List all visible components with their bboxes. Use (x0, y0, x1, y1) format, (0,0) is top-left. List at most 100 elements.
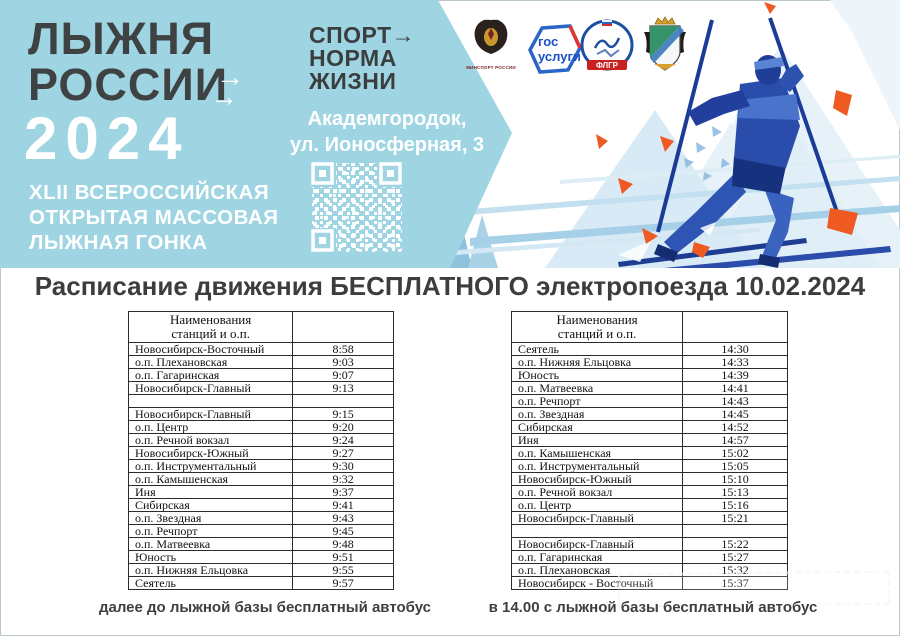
station-cell: Новосибирск-Южный (127, 446, 294, 460)
time-cell: 9:51 (292, 550, 394, 564)
minsport-caption: МИНСПОРТ РОССИИ (466, 65, 516, 70)
time-cell: 15:16 (682, 498, 788, 512)
table-row: о.п. Центр 9:20 (127, 420, 394, 434)
station-cell: о.п. Матвеевка (510, 381, 684, 395)
time-cell: 14:43 (682, 394, 788, 408)
arrow-icon: → (216, 61, 244, 92)
station-cell: о.п. Звездная (510, 407, 684, 421)
station-cell: Новосибирск-Главный (510, 511, 684, 525)
time-cell: 9:24 (292, 433, 394, 447)
minsport-logo: МИНСПОРТ РОССИИ (463, 16, 519, 70)
event-title-line1: ЛЫЖНЯ (28, 13, 215, 64)
station-cell: о.п. Речной вокзал (127, 433, 294, 447)
station-cell: о.п. Речной вокзал (510, 485, 684, 499)
station-cell: о.п. Инструментальный (127, 459, 294, 473)
station-cell: о.п. Речпорт (510, 394, 684, 408)
station-cell: Иня (127, 485, 294, 499)
station-cell: Юность (510, 368, 684, 382)
address-line: ул. Ионосферная, 3 (289, 134, 485, 156)
table-row: о.п. Центр 15:16 (510, 498, 788, 512)
time-cell: 9:20 (292, 420, 394, 434)
address-line: Академгородок, (307, 108, 467, 130)
station-cell: Новосибирск-Главный (127, 381, 294, 395)
table-row: о.п. Гагаринская 9:07 (127, 368, 394, 382)
table-row: Сеятель 14:30 (510, 342, 788, 356)
time-cell: 9:32 (292, 472, 394, 486)
gosuslugi-text: гос (538, 34, 558, 49)
table-row: Новосибирск-Главный 15:22 (510, 537, 788, 551)
station-cell: о.п. Гагаринская (127, 368, 294, 382)
time-cell: 9:13 (292, 381, 394, 395)
event-title-line2: РОССИИ (28, 59, 229, 110)
station-cell: Сибирская (127, 498, 294, 512)
table-row: Иня 9:37 (127, 485, 394, 499)
subtitle-line: ЛЫЖНАЯ ГОНКА (29, 231, 208, 254)
table-row (127, 394, 394, 408)
time-cell: 8:58 (292, 342, 394, 356)
table-row: о.п. Звездная 9:43 (127, 511, 394, 525)
table-header: Наименования станций и о.п. (127, 311, 394, 343)
station-cell: о.п. Речпорт (127, 524, 294, 538)
sport-norm-line: НОРМА (309, 45, 397, 71)
table-row: о.п. Инструментальный 15:05 (510, 459, 788, 473)
station-cell: о.п. Инструментальный (510, 459, 684, 473)
gosuslugi-logo: гос услуги (524, 24, 586, 79)
subtitle-line: ОТКРЫТАЯ МАССОВАЯ (29, 206, 279, 229)
time-cell: 9:15 (292, 407, 394, 421)
table-row: Юность 9:51 (127, 550, 394, 564)
header-line: Наименования (170, 312, 252, 327)
table-row: Сибирская 14:52 (510, 420, 788, 434)
table-body: Новосибирск-Восточный 8:58 о.п. Плехановск… (127, 342, 394, 590)
table-row: о.п. Матвеевка 9:48 (127, 537, 394, 551)
time-cell (292, 394, 394, 408)
time-cell: 15:27 (682, 550, 788, 564)
table-row: о.п. Гагаринская 15:27 (510, 550, 788, 564)
time-cell: 9:03 (292, 355, 394, 369)
time-cell: 9:55 (292, 563, 394, 577)
event-year: 2024 (24, 105, 190, 172)
station-cell: Новосибирск-Южный (510, 472, 684, 486)
time-cell: 14:33 (682, 355, 788, 369)
station-cell: о.п. Камышенская (127, 472, 294, 486)
time-cell: 9:57 (292, 576, 394, 590)
station-cell (510, 524, 684, 538)
sport-norma-zhizni-logo: СПОРТ→ НОРМА ЖИЗНИ (309, 24, 415, 93)
sport-norm-line: ЖИЗНИ (309, 68, 397, 94)
time-cell: 15:10 (682, 472, 788, 486)
flgr-logo: ФЛГР (578, 16, 636, 81)
table-row: Новосибирск-Восточный 8:58 (127, 342, 394, 356)
table-row: Новосибирск-Главный 9:13 (127, 381, 394, 395)
station-cell: Новосибирск-Главный (127, 407, 294, 421)
table-body: Сеятель 14:30 о.п. Нижняя Ельцовка 14:33 Юно… (510, 342, 788, 590)
station-cell: Сеятель (510, 342, 684, 356)
time-cell: 15:22 (682, 537, 788, 551)
time-cell: 14:39 (682, 368, 788, 382)
table-row: о.п. Речной вокзал 9:24 (127, 433, 394, 447)
station-cell: Иня (510, 433, 684, 447)
station-cell: Новосибирск-Восточный (127, 342, 294, 356)
arrow-icon: → (210, 81, 238, 112)
flgr-label: ФЛГР (596, 61, 619, 70)
time-cell: 9:43 (292, 511, 394, 525)
station-cell: о.п. Гагаринская (510, 550, 684, 564)
time-cell: 14:30 (682, 342, 788, 356)
header-line: Наименования (556, 312, 638, 327)
subtitle-line: XLII ВСЕРОССИЙСКАЯ (29, 181, 270, 204)
qr-code (310, 161, 404, 254)
station-cell: Новосибирск - Восточный (510, 576, 684, 590)
table-header: Наименования станций и о.п. (510, 311, 788, 343)
station-cell: Сибирская (510, 420, 684, 434)
table-row: о.п. Нижняя Ельцовка 9:55 (127, 563, 394, 577)
time-cell: 9:48 (292, 537, 394, 551)
time-cell: 15:05 (682, 459, 788, 473)
novosibirsk-coat-of-arms-icon (644, 16, 686, 71)
table-row: о.п. Нижняя Ельцовка 14:33 (510, 355, 788, 369)
minsport-eagle-icon (474, 19, 508, 54)
table-row: о.п. Звездная 14:45 (510, 407, 788, 421)
novosibirsk-emblem (638, 14, 692, 81)
station-cell: о.п. Камышенская (510, 446, 684, 460)
header-line: станций и о.п. (171, 326, 250, 341)
flgr-emblem-icon: ФЛГР (580, 19, 634, 71)
station-cell: о.п. Нижняя Ельцовка (127, 563, 294, 577)
